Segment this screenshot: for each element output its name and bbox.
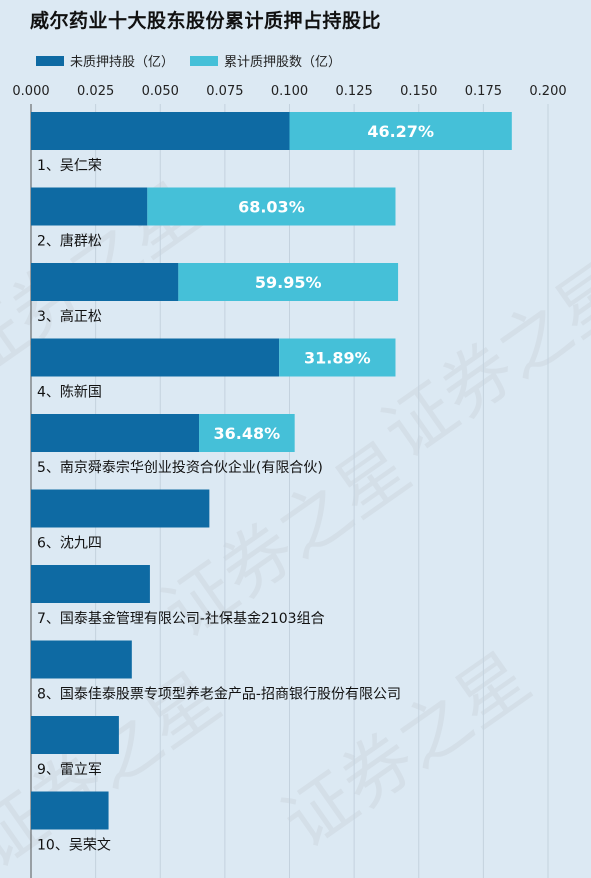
watermark-text: 证券之星	[368, 246, 591, 474]
legend-label-pledged: 累计质押股数（亿）	[224, 55, 342, 70]
x-tick-label: 0.075	[206, 84, 243, 99]
chart-title: 威尔药业十大股东股份累计质押占持股比	[30, 10, 382, 32]
bar-pledged	[178, 263, 399, 301]
bars: 46.27% 68.03% 59.95% 31.89% 36.48%	[31, 112, 512, 830]
x-axis-ticks: 0.000 0.025 0.050 0.075 0.100 0.125 0.150 0.175…	[12, 84, 566, 99]
bar-pledged	[289, 112, 512, 150]
bar-percentage-label: 46.27%	[367, 122, 434, 141]
legend-swatch-pledged	[190, 55, 218, 66]
x-tick-label: 0.025	[77, 84, 114, 99]
bar-unpledged	[31, 716, 119, 754]
bar-unpledged	[31, 791, 109, 830]
x-tick-label: 0.050	[142, 84, 179, 99]
category-label: 3、高正松	[37, 308, 102, 325]
x-tick-label: 0.175	[465, 84, 502, 99]
x-tick-label: 0.000	[12, 84, 49, 99]
category-label: 1、吴仁荣	[37, 158, 102, 174]
category-label: 8、国泰佳泰股票专项型养老金产品-招商银行股份有限公司	[37, 687, 401, 703]
x-tick-label: 0.200	[529, 84, 566, 99]
bar-unpledged	[31, 263, 179, 301]
watermark-text: 证券之星	[268, 636, 544, 864]
category-labels: 1、吴仁荣 2、唐群松 3、高正松 4、陈新国 5、南京舜泰宗华创业投资合伙企业(有限合…	[37, 158, 401, 854]
category-label: 6、沈九四	[37, 536, 102, 552]
x-tick-label: 0.100	[271, 84, 308, 99]
legend-item-pledged: 累计质押股数（亿）	[190, 51, 341, 70]
x-tick-label: 0.125	[336, 84, 373, 99]
bar-unpledged	[31, 414, 200, 452]
category-label: 10、吴荣文	[37, 838, 111, 854]
category-label: 9、雷立军	[37, 762, 102, 778]
bar-unpledged	[31, 187, 148, 226]
category-label: 2、唐群松	[37, 233, 102, 250]
x-tick-label: 0.150	[400, 84, 437, 99]
category-label: 5、南京舜泰宗华创业投资合伙企业(有限合伙)	[37, 459, 323, 476]
bar-pledged	[199, 414, 295, 452]
bar-pledged	[279, 338, 396, 377]
category-label: 4、陈新国	[37, 384, 102, 401]
bar-percentage-label: 59.95%	[255, 273, 322, 292]
bar-unpledged	[31, 565, 150, 603]
bar-unpledged	[31, 489, 210, 528]
legend-item-unpledged: 未质押持股（亿）	[36, 51, 174, 70]
bar-unpledged	[31, 338, 280, 377]
bar-percentage-label: 68.03%	[238, 198, 305, 217]
bar-unpledged	[31, 640, 132, 679]
bar-percentage-label: 31.89%	[304, 349, 371, 368]
bar-percentage-label: 36.48%	[214, 424, 281, 443]
legend-label-unpledged: 未质押持股（亿）	[70, 55, 175, 70]
category-label: 7、国泰基金管理有限公司-社保基金2103组合	[37, 610, 325, 627]
bar-pledged	[147, 187, 396, 226]
legend-swatch-unpledged	[36, 55, 64, 66]
bar-unpledged	[31, 112, 290, 150]
